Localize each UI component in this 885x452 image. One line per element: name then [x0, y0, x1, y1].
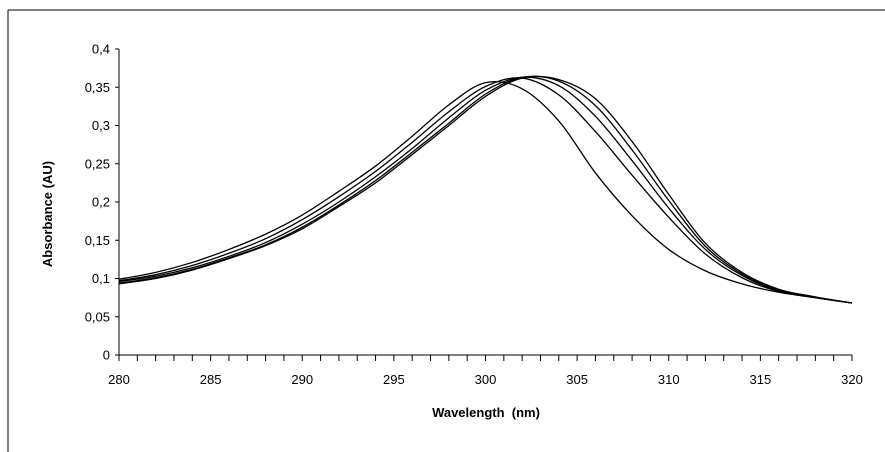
x-tick-label: 305: [566, 372, 588, 387]
plot-area: [118, 75, 853, 304]
y-axis: 0 0,05 0,1 0,15 0,2 0,25 0,3 0,35 0,4: [85, 42, 120, 363]
x-tick-label: 285: [200, 372, 222, 387]
series-line-1: [118, 75, 853, 304]
y-tick-label: 0,15: [85, 233, 110, 248]
y-axis-label: Absorbance (AU): [40, 161, 55, 267]
series-line-5: [118, 80, 853, 304]
x-tick-label: 310: [658, 372, 680, 387]
y-tick-label: 0,1: [92, 271, 110, 286]
x-axis-label: Wavelength (nm): [432, 405, 540, 420]
y-tick-label: 0,2: [92, 195, 110, 210]
y-tick-label: 0,05: [85, 309, 110, 324]
x-tick-label: 280: [108, 372, 130, 387]
series-line-4: [118, 77, 853, 304]
y-tick-label: 0,25: [85, 156, 110, 171]
y-tick-label: 0,35: [85, 80, 110, 95]
y-tick-label: 0,3: [92, 118, 110, 133]
y-tick-label: 0: [103, 348, 110, 363]
series-line-3: [118, 76, 853, 304]
x-tick-label: 300: [475, 372, 497, 387]
x-tick-label: 295: [383, 372, 405, 387]
x-tick-label: 320: [841, 372, 863, 387]
series-line-2: [118, 75, 853, 304]
x-tick-label: 290: [291, 372, 313, 387]
y-tick-label: 0,4: [92, 42, 110, 57]
x-axis: 280 285 290 295 300 305 310 315 320: [108, 354, 863, 387]
x-tick-label: 315: [750, 372, 772, 387]
